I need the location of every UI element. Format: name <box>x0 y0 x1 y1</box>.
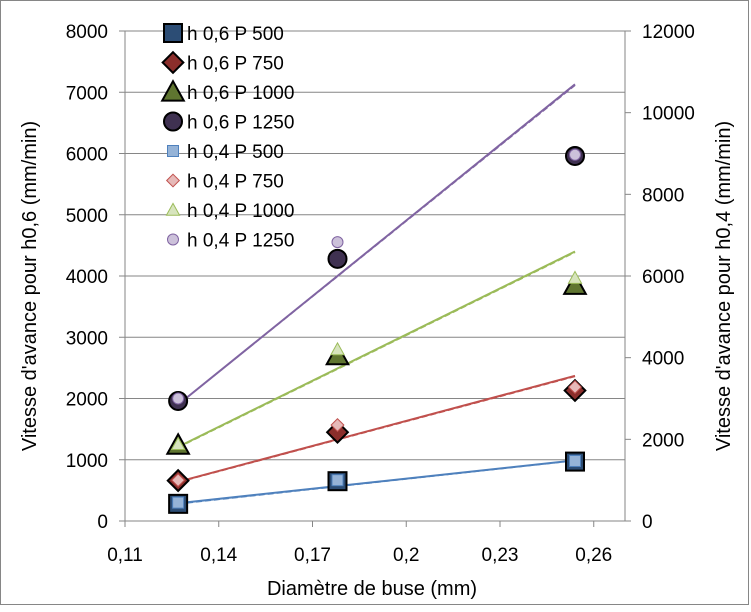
y2-tick-label: 0 <box>642 512 653 533</box>
data-point <box>567 380 583 395</box>
data-point <box>172 496 185 509</box>
y-tick-label: 7000 <box>66 83 108 104</box>
data-point <box>170 436 186 451</box>
legend-marker <box>167 145 179 157</box>
y-tick-label: 4000 <box>66 267 108 288</box>
y-tick-label: 8000 <box>66 22 108 43</box>
y-tick-label: 6000 <box>66 145 108 166</box>
x-tick-label: 0,17 <box>294 545 331 566</box>
trendline <box>177 375 576 483</box>
legend-label: h 0,4 P 1000 <box>187 201 294 222</box>
data-point <box>331 474 344 487</box>
y2-axis-title: Vitesse d'avance pour h0,4 (mm/min) <box>713 121 735 451</box>
axes: 0 1000 2000 3000 4000 5000 6000 7000 8000 0 2000 40… <box>66 22 695 566</box>
trendline <box>177 251 576 449</box>
x-tick-label: 0,26 <box>575 545 612 566</box>
legend-marker <box>163 23 183 43</box>
gridlines <box>125 30 625 461</box>
x-axis-title: Diamètre de buse (mm) <box>267 578 477 600</box>
y2-tick-label: 10000 <box>642 104 695 125</box>
y-tick-label: 5000 <box>66 206 108 227</box>
y-tick-label: 1000 <box>66 451 108 472</box>
data-point <box>569 454 581 467</box>
legend-marker <box>160 79 186 102</box>
legend-marker <box>165 202 181 216</box>
data-point <box>569 148 581 161</box>
y-tick-label: 3000 <box>66 328 108 349</box>
data-point <box>567 270 583 284</box>
y-tick-label: 0 <box>97 512 108 533</box>
legend-label: h 0,6 P 1000 <box>187 83 294 104</box>
trendlines <box>177 83 576 505</box>
legend-marker <box>167 233 179 246</box>
trendline <box>178 459 576 505</box>
y-tick-label: 2000 <box>66 390 108 411</box>
trendline <box>177 84 576 406</box>
y2-tick-label: 12000 <box>642 22 695 43</box>
data-points <box>165 145 588 514</box>
data-point <box>330 341 345 356</box>
data-point <box>325 420 350 444</box>
data-point <box>172 392 185 405</box>
legend-marker <box>163 111 183 132</box>
legend-label: h 0,4 P 1250 <box>187 231 294 252</box>
data-point <box>330 418 345 433</box>
legend: h 0,6 P 500 h 0,6 P 750 h 0,6 P 1000 h 0,6 … <box>160 23 294 252</box>
y2-tick-label: 8000 <box>642 185 684 206</box>
legend-label: h 0,6 P 500 <box>187 24 284 45</box>
y2-tick-label: 4000 <box>642 349 684 370</box>
x-tick-label: 0,23 <box>482 545 519 566</box>
data-point <box>171 473 186 488</box>
data-point <box>327 248 348 269</box>
legend-label: h 0,4 P 500 <box>187 142 284 163</box>
data-point <box>562 272 588 295</box>
legend-marker <box>165 173 181 188</box>
data-point <box>331 236 344 249</box>
y2-tick-label: 2000 <box>642 430 684 451</box>
x-tick-label: 0,14 <box>200 545 237 566</box>
y-axis-title: Vitesse d'avance pour h0,6 (mm/min) <box>19 121 41 451</box>
legend-label: h 0,6 P 1250 <box>187 113 294 134</box>
legend-label: h 0,6 P 750 <box>187 54 284 75</box>
y2-tick-label: 6000 <box>642 267 684 288</box>
legend-marker <box>161 50 185 75</box>
x-tick-label: 0,11 <box>107 545 143 566</box>
legend-label: h 0,4 P 750 <box>187 172 284 193</box>
x-tick-label: 0,2 <box>393 545 419 566</box>
